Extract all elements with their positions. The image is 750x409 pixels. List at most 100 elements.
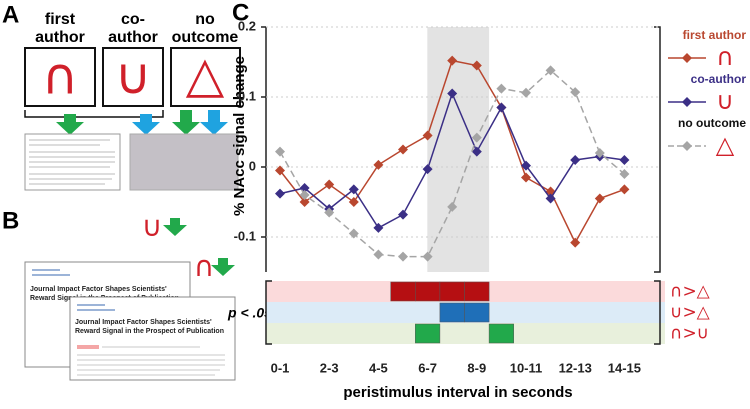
left-bracket bbox=[265, 280, 272, 345]
data-point bbox=[447, 88, 458, 99]
condition-label: author bbox=[35, 29, 85, 46]
symbol: ∩ bbox=[194, 250, 215, 283]
legend-symbol: ∪ bbox=[716, 87, 734, 115]
legend-symbol: △ bbox=[716, 131, 735, 159]
x-axis-title: peristimulus interval in seconds bbox=[343, 384, 572, 401]
condition-label: outcome bbox=[172, 29, 239, 46]
data-point bbox=[619, 184, 630, 195]
significance-row-label: ∩>△ bbox=[670, 282, 711, 302]
arrow bbox=[163, 218, 187, 236]
significance-cell bbox=[439, 302, 465, 323]
data-point bbox=[545, 193, 556, 204]
condition-box bbox=[102, 47, 164, 107]
data-point bbox=[373, 159, 384, 170]
right-bracket bbox=[654, 26, 661, 273]
data-point bbox=[471, 132, 482, 143]
significance-cell bbox=[488, 323, 514, 344]
condition-box bbox=[24, 47, 96, 107]
data-point bbox=[594, 148, 605, 158]
data-point bbox=[521, 172, 531, 183]
data-point bbox=[447, 55, 458, 66]
significance-cell bbox=[464, 302, 490, 323]
data-point bbox=[570, 237, 581, 248]
y-tick-label: 0 bbox=[249, 158, 256, 173]
arrow bbox=[132, 114, 160, 135]
condition-box bbox=[170, 47, 241, 107]
panel-label: C bbox=[232, 0, 249, 26]
data-point bbox=[570, 87, 581, 98]
right-bracket bbox=[654, 280, 661, 345]
data-point bbox=[422, 130, 433, 141]
data-point bbox=[545, 65, 556, 76]
article-page bbox=[69, 296, 236, 381]
data-point bbox=[348, 197, 359, 207]
data-point bbox=[398, 251, 408, 262]
blurred-thumbnail bbox=[129, 133, 239, 191]
text-lines bbox=[29, 139, 115, 185]
x-tick-label: 0-1 bbox=[271, 360, 290, 375]
legend-symbol: ∩ bbox=[716, 43, 734, 71]
data-point bbox=[299, 190, 310, 200]
text-lines bbox=[32, 269, 70, 276]
legend-marker bbox=[682, 141, 692, 151]
legend-marker bbox=[682, 53, 692, 63]
legend-marker bbox=[682, 97, 692, 107]
arrow bbox=[211, 258, 235, 276]
data-point bbox=[373, 249, 384, 260]
data-point bbox=[521, 87, 531, 98]
article-title: Journal Impact Factor Shapes Scientists'… bbox=[75, 319, 224, 335]
data-point bbox=[398, 144, 408, 155]
symbol: △ bbox=[186, 46, 225, 104]
significance-row-label: ∩>∪ bbox=[670, 324, 709, 344]
data-point bbox=[570, 155, 581, 165]
text-lines bbox=[77, 304, 115, 311]
significance-row-label: ∪>△ bbox=[670, 303, 711, 323]
x-tick-label: 12-13 bbox=[559, 360, 592, 375]
data-point bbox=[619, 169, 630, 179]
condition-label: no bbox=[195, 11, 215, 28]
x-tick-label: 10-11 bbox=[510, 360, 543, 375]
data-point bbox=[324, 207, 335, 218]
x-tick-label: 14-15 bbox=[608, 360, 641, 375]
legend-label: no outcome bbox=[678, 116, 746, 130]
data-point bbox=[496, 102, 507, 113]
condition-label: co- bbox=[121, 11, 145, 28]
data-point bbox=[275, 165, 285, 176]
legend-label: co-author bbox=[691, 72, 747, 86]
arrow bbox=[200, 110, 228, 135]
data-point bbox=[496, 83, 507, 94]
article-title-text: Journal Impact Factor Shapes Scientists'… bbox=[75, 319, 224, 335]
x-tick-label: 4-5 bbox=[369, 360, 388, 375]
significance-row bbox=[266, 323, 665, 344]
bracket bbox=[24, 110, 164, 118]
data-point bbox=[471, 146, 482, 157]
condition-label: author bbox=[108, 29, 158, 46]
y-tick-label: -0.1 bbox=[234, 228, 256, 243]
panel-label: B bbox=[2, 207, 19, 234]
x-tick-label: 2-3 bbox=[320, 360, 339, 375]
data-point bbox=[348, 228, 359, 239]
data-point bbox=[275, 188, 285, 199]
panel-label: A bbox=[2, 1, 19, 28]
x-tick-label: 8-9 bbox=[467, 360, 486, 375]
arrow bbox=[56, 114, 84, 135]
data-point bbox=[373, 222, 384, 233]
symbol: ∪ bbox=[142, 210, 163, 243]
data-point bbox=[324, 179, 335, 190]
data-point bbox=[398, 209, 408, 220]
arrow bbox=[172, 110, 200, 135]
text-lines bbox=[77, 345, 225, 376]
significance-cell bbox=[464, 281, 490, 302]
series-line bbox=[279, 69, 625, 258]
data-point bbox=[471, 60, 482, 71]
x-tick-label: 6-7 bbox=[418, 360, 437, 375]
symbol: ∩ bbox=[42, 48, 79, 106]
legend-label: first author bbox=[683, 28, 747, 42]
data-point bbox=[422, 251, 433, 262]
significance-cell bbox=[390, 281, 416, 302]
data-point bbox=[594, 193, 605, 204]
data-point bbox=[619, 155, 630, 165]
significance-cell bbox=[415, 281, 441, 302]
y-axis-title: % NAcc signal change bbox=[231, 56, 248, 216]
